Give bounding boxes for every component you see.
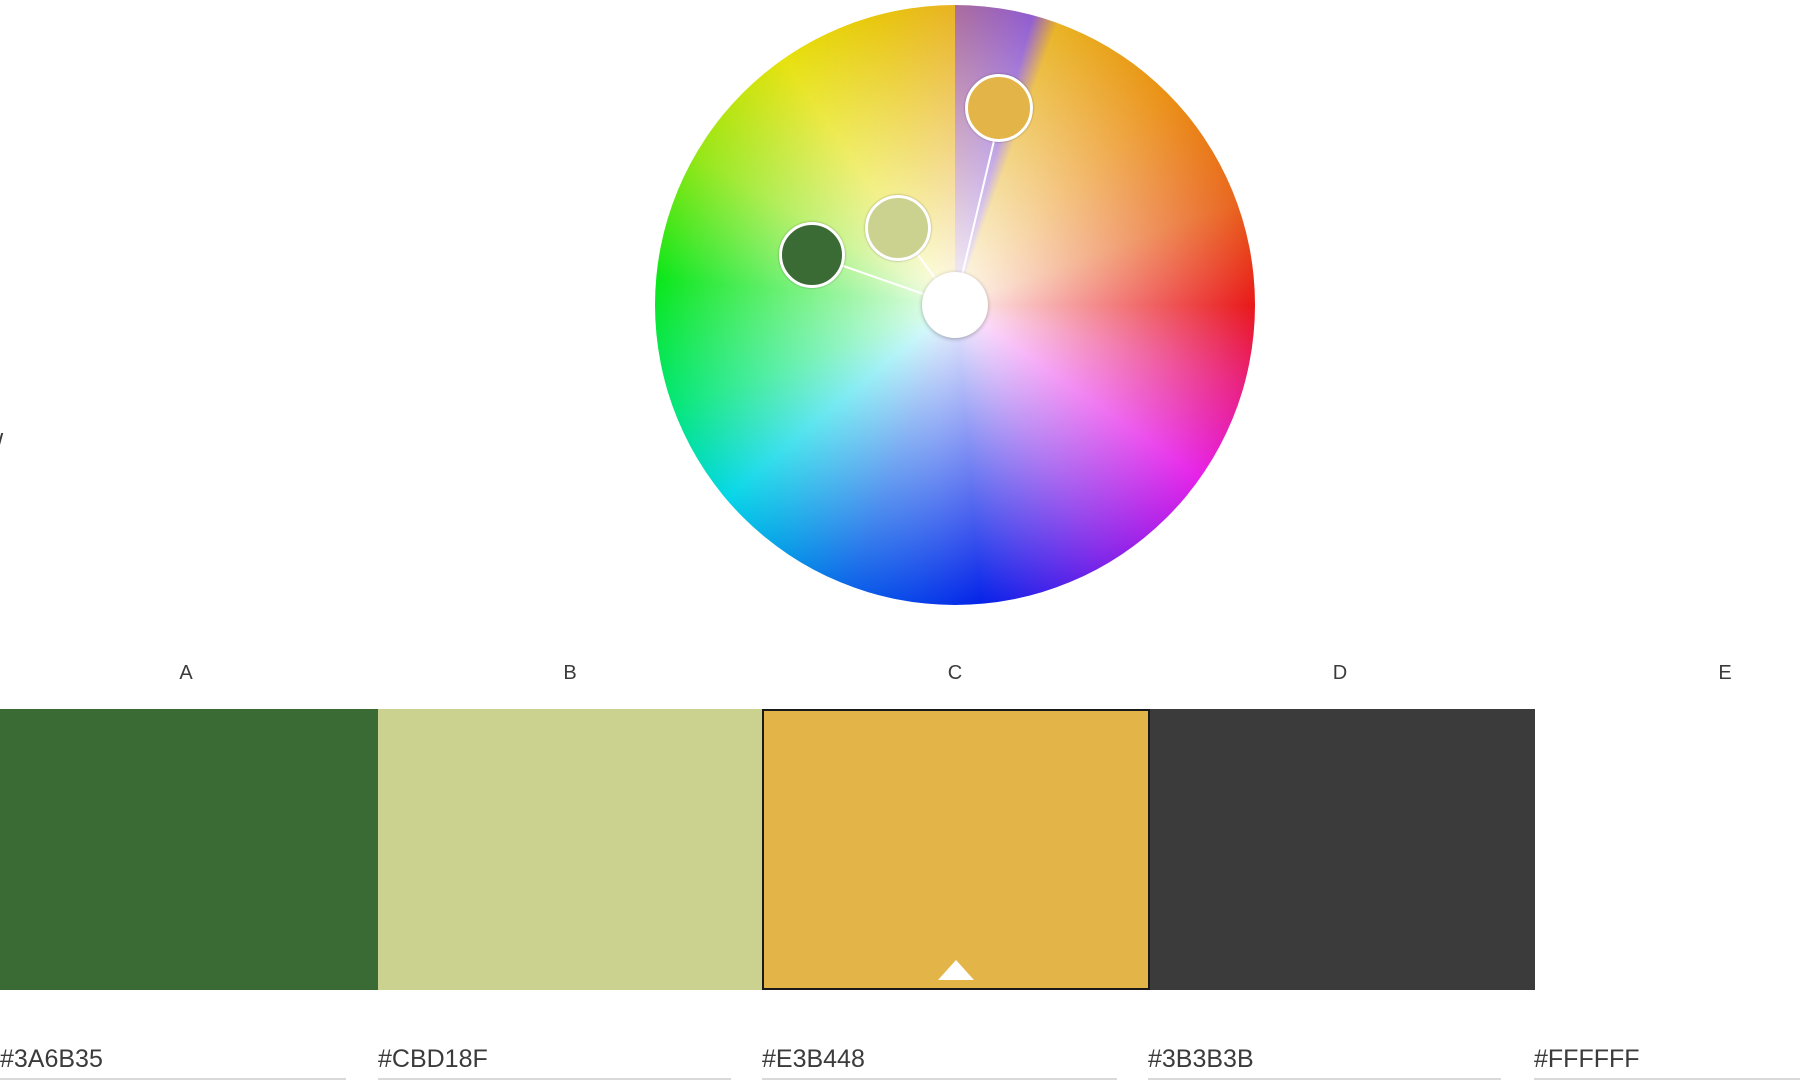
swatch-label-c: C <box>947 662 963 684</box>
hex-field-a[interactable] <box>0 1040 346 1080</box>
handle-c[interactable] <box>965 74 1033 142</box>
stray-glyph: / <box>0 430 3 456</box>
swatch-labels: A B C D E <box>0 662 1800 686</box>
hex-field-c[interactable] <box>762 1040 1117 1080</box>
swatch-label-b: B <box>563 662 577 684</box>
hex-field-d[interactable] <box>1148 1040 1501 1080</box>
hex-field-e[interactable] <box>1534 1040 1800 1080</box>
color-wheel[interactable] <box>650 0 1260 610</box>
handle-b[interactable] <box>865 195 931 261</box>
hex-field-row <box>0 1040 1800 1080</box>
hex-field-b[interactable] <box>378 1040 731 1080</box>
center-handle[interactable] <box>922 272 988 338</box>
selected-caret-icon <box>938 960 974 980</box>
swatch-b[interactable] <box>378 709 762 990</box>
swatch-label-e: E <box>1718 662 1732 684</box>
swatch-c[interactable] <box>762 709 1150 990</box>
swatch-label-d: D <box>1332 662 1348 684</box>
swatch-d[interactable] <box>1150 709 1535 990</box>
handle-a[interactable] <box>779 222 845 288</box>
swatch-a[interactable] <box>0 709 378 990</box>
swatch-label-a: A <box>179 662 193 684</box>
swatch-e[interactable] <box>1535 709 1800 990</box>
swatch-row <box>0 709 1800 990</box>
